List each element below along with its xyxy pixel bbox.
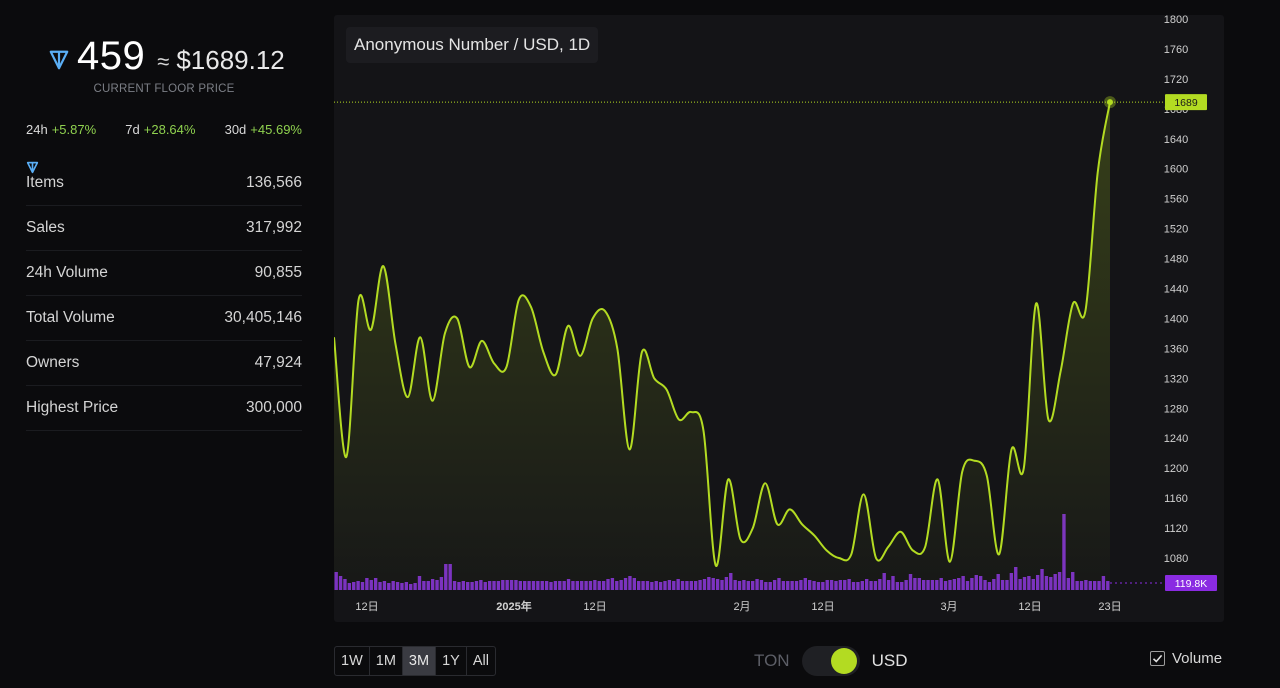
x-tick-label: 12日 [583, 601, 606, 613]
x-tick-label: 12日 [1018, 601, 1041, 613]
y-tick-label: 1360 [1164, 343, 1188, 355]
range-selector: 1W 1M 3M 1Y All [334, 646, 496, 676]
switch-knob [830, 648, 857, 674]
y-tick-label: 1320 [1164, 373, 1188, 385]
last-price-dot [1107, 99, 1113, 106]
y-tick-label: 1560 [1164, 194, 1188, 206]
last-price-tag: 1689 [1165, 94, 1207, 111]
floor-price-ton: 459 [77, 34, 146, 78]
x-axis: 12日 2025年 12日 2月 12日 3月 12日 23日 [355, 599, 1121, 613]
last-volume-tag: 119.8K [1165, 575, 1217, 591]
stat-value-wrap: 90,855 [26, 161, 302, 282]
y-tick-label: 1600 [1164, 164, 1188, 176]
price-changes: 24h +5.87% 7d +28.64% 30d +45.69% [26, 122, 302, 137]
price-chart[interactable]: 1080 1120 1160 1200 1240 1280 1320 1360 1400 1440… [334, 15, 1224, 622]
y-tick-label: 1200 [1164, 463, 1188, 475]
floor-price-label: CURRENT FLOOR PRICE [93, 83, 235, 95]
stat-value-wrap: 30,405,146 [26, 161, 302, 327]
currency-switch[interactable] [801, 646, 860, 676]
change-30d: 30d +45.69% [224, 122, 302, 137]
range-1w-button[interactable]: 1W [335, 647, 370, 675]
y-tick-label: 1760 [1164, 44, 1188, 56]
currency-toggle: TON USD [754, 646, 907, 676]
currency-usd-label[interactable]: USD [871, 651, 908, 670]
change-7d: 7d +28.64% [125, 122, 196, 137]
y-tick-label: 1440 [1164, 284, 1188, 296]
ton-diamond-icon [49, 50, 69, 70]
stat-label: Total Volume [26, 309, 115, 326]
change-24h: 24h +5.87% [26, 122, 97, 137]
stat-owners: Owners 47,924 [26, 341, 302, 386]
x-tick-label: 23日 [1098, 601, 1121, 613]
x-tick-label: 3月 [940, 601, 957, 613]
floor-price: 459 ≈ $1689.12 [48, 34, 285, 79]
price-line [334, 101, 1111, 567]
stat-value: 136,566 [245, 174, 302, 191]
checkmark-icon [1152, 654, 1163, 663]
x-tick-label: 2月 [733, 601, 750, 613]
stat-sales: Sales 317,992 [26, 206, 302, 251]
y-tick-label: 1520 [1164, 224, 1188, 236]
x-tick-label: 12日 [355, 601, 378, 613]
stat-value: 90,855 [254, 264, 302, 281]
stat-value: 317,992 [245, 219, 302, 236]
chart-canvas[interactable]: 1080 1120 1160 1200 1240 1280 1320 1360 1400 1440… [334, 15, 1224, 622]
stat-items: Items 136,566 [26, 161, 302, 206]
approx-sign: ≈ [157, 49, 170, 74]
stat-label: Highest Price [26, 399, 119, 416]
x-tick-label: 12日 [811, 601, 834, 613]
y-tick-label: 1800 [1164, 15, 1188, 26]
y-tick-label: 1720 [1164, 74, 1188, 86]
range-1y-button[interactable]: 1Y [436, 647, 467, 675]
stat-label: Owners [26, 354, 80, 371]
ton-diamond-icon [26, 161, 39, 174]
stat-value: 47,924 [254, 354, 302, 371]
volume-label: Volume [1172, 650, 1223, 667]
y-tick-label: 1080 [1164, 553, 1188, 565]
y-axis: 1080 1120 1160 1200 1240 1280 1320 1360 1400 1440… [1164, 15, 1188, 565]
stat-total-volume: Total Volume 30,405,146 [26, 161, 302, 341]
stat-highest-price: Highest Price 300,000 [26, 386, 302, 431]
volume-toggle[interactable]: Volume [1150, 650, 1222, 667]
range-3m-button[interactable]: 3M [402, 647, 437, 675]
y-tick-label: 1400 [1164, 313, 1188, 325]
price-area [334, 102, 1110, 590]
range-1m-button[interactable]: 1M [370, 647, 403, 675]
floor-price-usd: $1689.12 [176, 45, 285, 75]
y-tick-label: 1480 [1164, 254, 1188, 266]
y-tick-label: 1160 [1164, 493, 1188, 505]
x-tick-label: 2025年 [496, 599, 531, 613]
stat-label: Items [26, 174, 64, 191]
y-tick-label: 1240 [1164, 433, 1188, 445]
y-tick-label: 1640 [1164, 134, 1188, 146]
stat-label: Sales [26, 219, 65, 236]
chart-title: Anonymous Number / USD, 1D [346, 27, 599, 63]
currency-ton-label[interactable]: TON [754, 651, 790, 670]
stat-label: 24h Volume [26, 264, 108, 281]
y-tick-label: 1280 [1164, 403, 1188, 415]
stat-24h-volume: 24h Volume 90,855 [26, 161, 302, 296]
y-tick-label: 1120 [1164, 523, 1188, 535]
volume-checkbox[interactable] [1150, 651, 1165, 666]
stats-list: Items 136,566 Sales 317,992 24h Volume 9… [26, 161, 302, 431]
svg-text:119.8K: 119.8K [1175, 578, 1208, 590]
range-all-button[interactable]: All [472, 653, 489, 669]
svg-text:1689: 1689 [1174, 97, 1198, 109]
stat-value: 300,000 [245, 399, 302, 416]
stat-value: 30,405,146 [224, 309, 302, 326]
